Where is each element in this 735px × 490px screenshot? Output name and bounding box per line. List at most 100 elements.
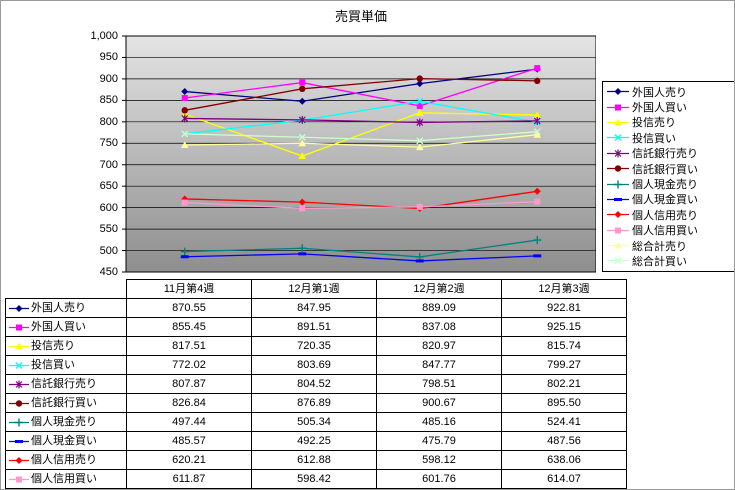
table-cell: 900.67 (376, 393, 502, 413)
series-key-icon (9, 399, 29, 407)
series-key-icon (9, 418, 29, 427)
legend-item: 総合計買い (603, 253, 734, 268)
series-marker (614, 241, 622, 249)
y-axis-tick-label: 650 (99, 180, 118, 193)
table-cell: 601.76 (376, 469, 502, 489)
series-key-icon (9, 380, 29, 389)
series-marker (533, 254, 542, 258)
table-cell: 638.06 (501, 450, 627, 470)
series-marker (15, 304, 23, 312)
table-row: 外国人売り 870.55 847.95 889.09 922.81 (5, 298, 627, 318)
y-axis-tick-label: 450 (99, 266, 118, 278)
table-row-label: 外国人買い (5, 317, 127, 337)
table-cell: 505.34 (251, 412, 377, 432)
series-marker (614, 88, 622, 96)
series-marker (416, 137, 424, 145)
legend-item: 外国人買い (603, 99, 734, 114)
series-marker (614, 197, 622, 201)
table-cell: 772.02 (126, 355, 252, 375)
series-marker (16, 324, 22, 331)
table-row: 信託銀行売り 807.87 804.52 798.51 802.21 (5, 374, 627, 394)
series-line (184, 190, 538, 210)
series-marker (615, 227, 621, 234)
table-column-header: 12月第1週 (251, 279, 377, 299)
table-cell: 922.81 (501, 298, 627, 318)
table-cell: 876.89 (251, 393, 377, 413)
table-row: 投信売り 817.51 720.35 820.97 815.74 (5, 336, 627, 356)
legend-marker-icon (607, 180, 629, 189)
table-cell: 798.51 (376, 374, 502, 394)
table-cell: 870.55 (126, 298, 252, 318)
table-cell: 598.12 (376, 450, 502, 470)
table-row-label: 信託銀行買い (5, 393, 127, 413)
table-cell: 925.15 (501, 317, 627, 337)
y-axis-tick-label: 500 (99, 244, 118, 257)
chart-title: 売買単価 (334, 9, 387, 24)
table-row-label: 個人信用売り (5, 450, 127, 470)
series-line (184, 131, 538, 142)
series-marker (299, 85, 306, 93)
table-row-label: 個人現金買い (5, 431, 127, 451)
series-marker (415, 259, 424, 263)
series-line (184, 239, 538, 258)
series-marker (416, 102, 423, 109)
series-name: 投信買い (31, 359, 75, 371)
legend-marker-icon (607, 134, 629, 142)
series-key-icon (9, 476, 29, 483)
legend-item: 個人信用買い (603, 223, 734, 238)
table-cell: 826.84 (126, 393, 252, 413)
series-marker (534, 198, 541, 205)
legend: 外国人売り 外国人買い 投信売り 投信買い 信託銀行売り 信託銀行買い 個人現金売り 個人現金… (602, 81, 734, 272)
series-marker (416, 97, 424, 105)
chart-plot-area (122, 35, 596, 273)
y-axis-tick-label: 750 (99, 137, 118, 150)
y-axis-tick-label: 550 (99, 223, 118, 236)
series-name: 外国人買い (31, 321, 86, 333)
series-marker (614, 211, 622, 219)
series-name: 個人信用買い (31, 473, 97, 485)
table-row: 個人現金売り 497.44 505.34 485.16 524.41 (5, 412, 627, 432)
table-row-label: 外国人売り (5, 298, 127, 318)
series-marker (533, 116, 541, 125)
y-axis-tick-label: 700 (99, 158, 118, 171)
table-cell: 475.79 (376, 431, 502, 451)
series-marker (181, 107, 188, 114)
y-axis-tick-label: 800 (99, 115, 118, 128)
series-marker (533, 128, 541, 136)
series-marker (15, 456, 23, 464)
series-marker (533, 236, 542, 245)
table-cell: 720.35 (251, 336, 377, 356)
table-cell: 485.57 (126, 431, 252, 451)
table-row: 個人現金買い 485.57 492.25 475.79 487.56 (5, 431, 627, 451)
series-name: 外国人売り (31, 302, 86, 314)
series-marker (615, 104, 621, 111)
legend-marker-icon (607, 165, 629, 172)
table-row-label: 個人信用買い (5, 469, 127, 489)
series-line (184, 200, 538, 209)
legend-item: 信託銀行売り (603, 146, 734, 161)
series-marker (298, 97, 306, 105)
series-line (184, 253, 538, 262)
series-line (184, 100, 538, 135)
table-row: 個人信用売り 620.21 612.88 598.12 638.06 (5, 450, 627, 470)
series-marker (533, 187, 541, 195)
series-name: 信託銀行売り (31, 378, 97, 390)
series-marker (614, 257, 622, 265)
table-row-label: 個人現金売り (5, 412, 127, 432)
series-marker (181, 95, 188, 102)
table-cell: 815.74 (501, 336, 627, 356)
table-cell: 807.87 (126, 374, 252, 394)
legend-label: 個人信用買い (632, 225, 698, 238)
series-marker (15, 439, 23, 443)
series-marker (298, 252, 307, 256)
series-key-icon (9, 439, 29, 443)
series-marker (181, 88, 189, 96)
table-column-header: 12月第2週 (376, 279, 502, 299)
table-cell: 620.21 (126, 450, 252, 470)
series-marker (15, 418, 23, 427)
series-marker (415, 109, 424, 116)
series-marker (614, 165, 622, 172)
series-key-icon (9, 361, 29, 369)
y-axis-tick-label: 950 (99, 51, 118, 64)
